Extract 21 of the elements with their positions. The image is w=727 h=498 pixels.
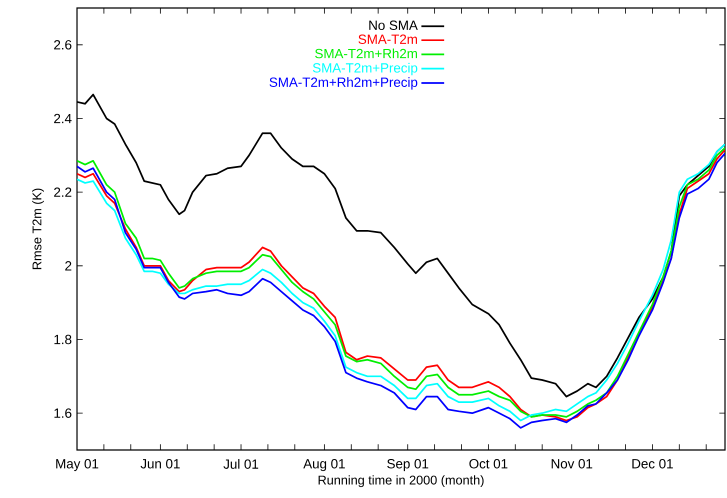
y-tick-label: 1.8 — [54, 334, 72, 344]
y-tick-label: 1.6 — [54, 408, 72, 418]
y-tick-label: 2.4 — [54, 114, 72, 124]
legend-label: SMA-T2m — [358, 34, 417, 44]
y-axis-title: Rmse T2m (K) — [32, 188, 44, 270]
legend-label: SMA-T2m+Rh2m — [315, 48, 417, 58]
x-tick-label: Sep 01 — [387, 459, 428, 472]
legend-label: SMA-T2m+Rh2m+Precip — [270, 77, 418, 90]
y-tick-label: 2.6 — [54, 40, 72, 50]
x-tick-label: May 01 — [56, 459, 98, 472]
legend-label: No SMA — [369, 20, 418, 30]
x-tick-label: Jul 01 — [223, 459, 258, 469]
x-tick-label: Oct 01 — [469, 459, 508, 468]
y-tick-label: 2.2 — [54, 188, 72, 197]
x-tick-label: Aug 01 — [303, 459, 345, 472]
x-tick-label: Nov 01 — [552, 459, 592, 468]
y-tick-label: 2 — [65, 261, 72, 270]
x-tick-label: Jun 01 — [140, 459, 180, 468]
x-tick-label: Dec 01 — [632, 459, 673, 468]
legend-label: SMA-T2m+Precip — [312, 62, 418, 76]
x-axis-title: Running time in 2000 (month) — [318, 475, 484, 488]
